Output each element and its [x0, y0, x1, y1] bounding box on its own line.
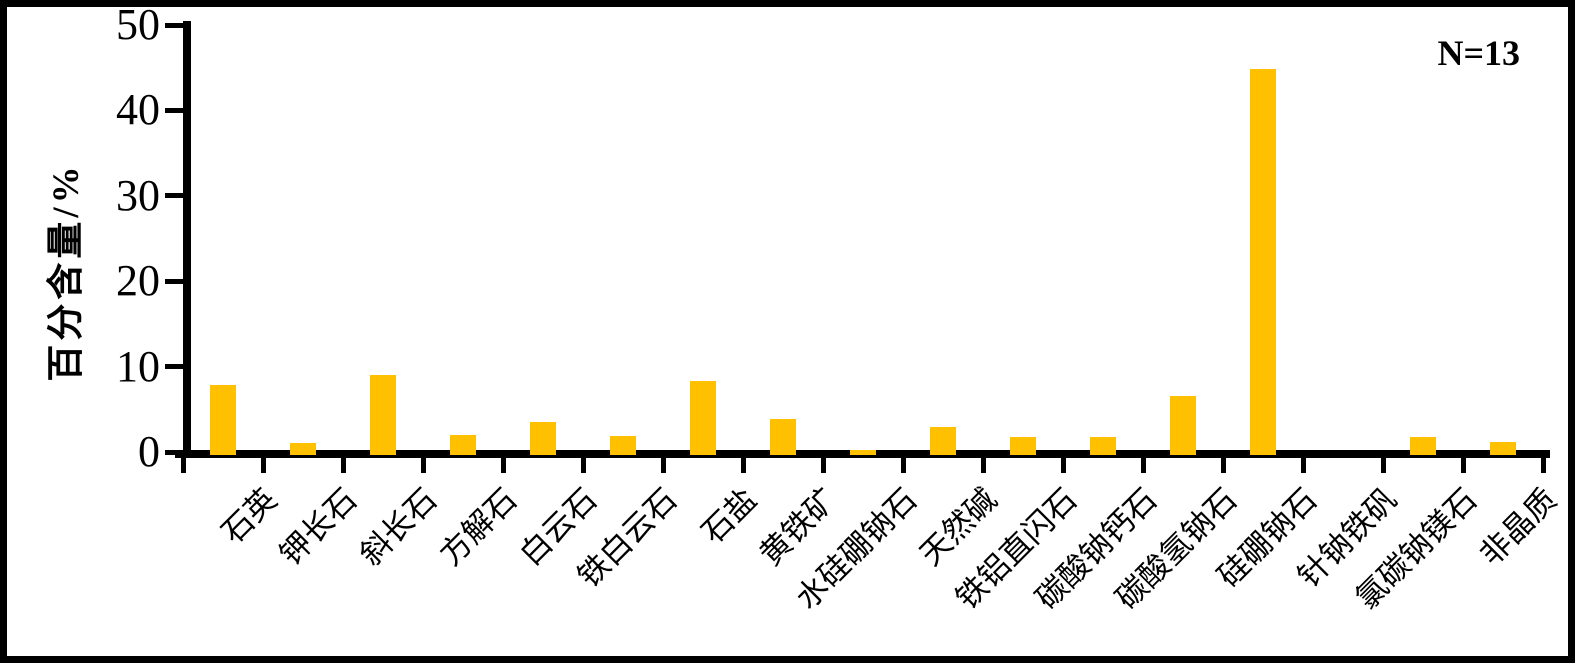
x-tick: [1380, 456, 1386, 473]
x-tick: [340, 456, 346, 473]
bar: [530, 422, 556, 455]
x-tick: [1540, 456, 1546, 473]
y-tick-label: 40: [116, 85, 160, 135]
x-axis-label: 钾长石: [272, 481, 364, 573]
bar: [370, 375, 396, 455]
y-tick: [165, 364, 183, 370]
bar: [770, 418, 796, 455]
bar: [1410, 437, 1436, 455]
x-axis-label: 非晶质: [1472, 481, 1564, 573]
x-tick: [1060, 456, 1066, 473]
y-tick: [165, 22, 183, 28]
x-tick: [260, 456, 266, 473]
bar: [1250, 68, 1276, 455]
y-tick-label: 10: [116, 341, 160, 391]
bar: [210, 385, 236, 455]
bar: [1010, 437, 1036, 455]
x-tick: [980, 456, 986, 473]
y-tick: [165, 278, 183, 284]
y-tick: [165, 107, 183, 113]
x-tick: [180, 456, 186, 473]
bar: [690, 381, 716, 455]
bar: [290, 442, 316, 455]
y-tick-label: 50: [116, 0, 160, 49]
bar: [610, 435, 636, 455]
y-tick: [165, 449, 183, 455]
bar: [1170, 396, 1196, 455]
y-axis-line: [183, 21, 191, 458]
y-tick-label: 20: [116, 256, 160, 306]
x-tick: [820, 456, 826, 473]
x-tick: [1460, 456, 1466, 473]
x-axis-label: 方解石: [432, 481, 524, 573]
x-tick: [580, 456, 586, 473]
x-tick: [900, 456, 906, 473]
bar: [1490, 441, 1516, 455]
x-tick: [1140, 456, 1146, 473]
x-tick: [420, 456, 426, 473]
y-tick-label: 0: [138, 427, 160, 476]
bar: [1090, 436, 1116, 455]
x-tick: [1300, 456, 1306, 473]
y-tick-label: 30: [116, 170, 160, 220]
x-tick: [740, 456, 746, 473]
x-axis-label: 斜长石: [352, 481, 444, 573]
bar: [450, 434, 476, 455]
x-tick: [1220, 456, 1226, 473]
bar: [930, 427, 956, 455]
sample-count-annotation: N=13: [1437, 33, 1520, 73]
bar: [850, 450, 876, 455]
x-tick: [500, 456, 506, 473]
x-tick: [660, 456, 666, 473]
y-tick: [165, 193, 183, 199]
